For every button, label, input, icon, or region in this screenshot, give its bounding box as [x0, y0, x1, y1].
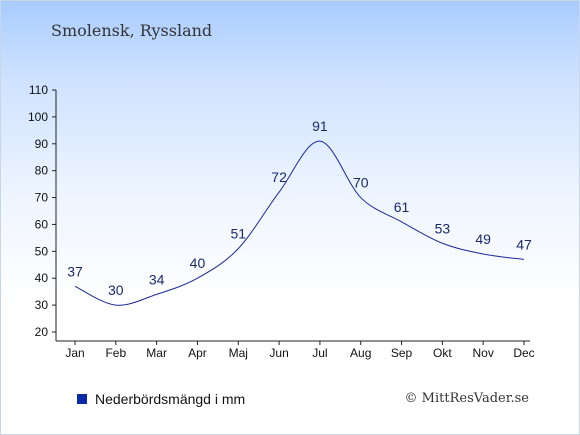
x-tick-label: Maj	[229, 346, 248, 360]
data-label: 72	[271, 169, 287, 185]
x-tick-label: Nov	[473, 346, 494, 360]
data-label: 51	[230, 226, 246, 242]
legend: Nederbördsmängd i mm	[77, 391, 245, 407]
data-label: 91	[312, 118, 328, 134]
data-label: 53	[435, 220, 451, 236]
data-label: 37	[67, 263, 83, 279]
data-label: 70	[353, 175, 369, 191]
y-tick-label: 40	[35, 271, 49, 285]
legend-swatch	[77, 394, 87, 404]
x-tick-label: Apr	[188, 346, 207, 360]
x-tick-label: Okt	[433, 346, 452, 360]
data-label: 40	[190, 255, 206, 271]
series-line	[74, 140, 525, 306]
data-label: 34	[149, 271, 165, 287]
y-tick-label: 80	[35, 164, 49, 178]
x-tick-label: Jul	[312, 346, 327, 360]
x-tick-label: Jun	[269, 346, 288, 360]
y-tick-label: 60	[35, 217, 49, 231]
data-label: 61	[394, 199, 410, 215]
y-tick-label: 70	[35, 191, 49, 205]
credit-text: © MittResVader.se	[404, 391, 529, 406]
y-tick-label: 30	[35, 298, 49, 312]
y-tick-label: 110	[29, 83, 48, 97]
y-tick-label: 90	[35, 137, 49, 151]
chart-title: Smolensk, Ryssland	[51, 21, 213, 40]
x-tick-label: Jan	[65, 346, 84, 360]
y-tick-label: 50	[35, 244, 49, 258]
data-label: 49	[475, 231, 491, 247]
legend-label: Nederbördsmängd i mm	[95, 391, 246, 407]
data-label: 47	[516, 236, 532, 252]
x-tick-label: Sep	[391, 346, 413, 360]
x-tick-label: Mar	[146, 346, 167, 360]
data-label: 30	[108, 282, 124, 298]
x-tick-label: Aug	[350, 346, 371, 360]
y-tick-label: 100	[28, 110, 48, 124]
y-tick-label: 20	[35, 325, 49, 339]
x-tick-label: Dec	[513, 346, 534, 360]
x-tick-label: Feb	[105, 346, 126, 360]
